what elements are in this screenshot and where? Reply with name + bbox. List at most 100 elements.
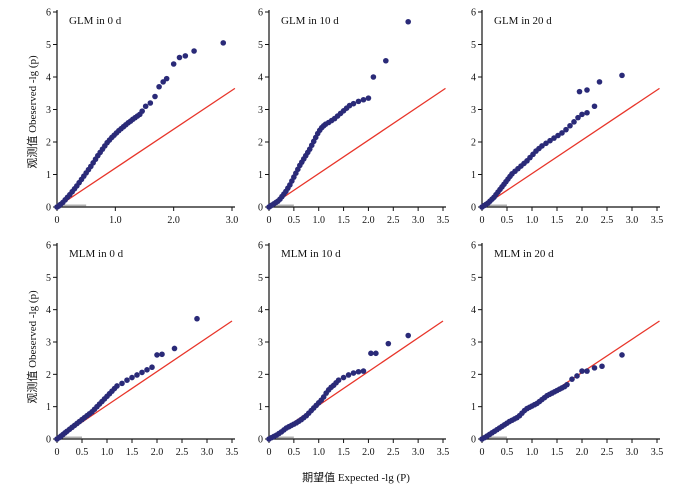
chart-panel-1: 0 1 2 3 4 5 6 0 1.0 2.0 3.0 GLM in 0 d (46, 8, 238, 227)
data-point (191, 48, 197, 54)
data-point (563, 126, 569, 133)
data-point (355, 368, 362, 375)
x-tick-label: 2.0 (576, 447, 589, 458)
data-point (350, 370, 357, 376)
data-point (599, 363, 605, 370)
data-point (370, 74, 377, 80)
chart-panel-3: 0 1 2 3 4 5 6 0 0.5 1.0 1.5 2.0 2.5 3.0 3.5 GLM in 20 d (471, 8, 663, 227)
y-tick-label: 2 (46, 138, 51, 149)
data-point (405, 332, 412, 339)
x-tick-label: 0.5 (288, 215, 301, 226)
data-point (569, 376, 575, 382)
data-point (345, 372, 352, 378)
y-axis-title-top: 观测值 Obeserved -lg (p) (26, 55, 39, 169)
y-tick-label: 0 (258, 435, 263, 446)
x-tick-label: 1.5 (551, 447, 564, 458)
data-point (543, 140, 549, 147)
chart-panel-4: 0 1 2 3 4 5 6 0 0.5 1.0 1.5 2.0 2.5 3.0 3.5 MLM in 0 d (46, 241, 238, 459)
panel-title: MLM in 0 d (69, 248, 124, 260)
x-tick-label: 2.0 (362, 215, 375, 226)
data-point (579, 111, 585, 118)
x-tick-label: 3.5 (437, 215, 450, 226)
y-tick-label: 2 (471, 138, 476, 149)
chart-panel-2: 0 1 2 3 4 5 6 0 0.5 1.0 1.5 2.0 2.5 3.0 3.5 GLM in 10 d (258, 8, 449, 227)
data-point (139, 369, 145, 376)
panel-title: MLM in 20 d (494, 248, 554, 260)
y-tick-label: 2 (258, 370, 263, 381)
data-point (579, 368, 585, 374)
y-tick-label: 1 (471, 402, 476, 413)
data-point (574, 373, 580, 379)
y-tick-label: 4 (471, 305, 476, 316)
data-point (350, 100, 357, 107)
panel-title: GLM in 20 d (494, 15, 552, 27)
data-point (576, 88, 583, 95)
data-point (176, 54, 183, 61)
data-point (365, 95, 372, 101)
panel-title: GLM in 0 d (69, 15, 122, 27)
x-tick-label: 1.0 (109, 215, 122, 226)
y-tick-label: 4 (258, 73, 263, 84)
data-point (360, 96, 367, 103)
data-point (551, 135, 557, 141)
panel-title: MLM in 10 d (281, 248, 341, 260)
x-tick-label: 3.0 (226, 215, 239, 226)
panel-title: GLM in 10 d (281, 15, 339, 27)
data-point (619, 72, 625, 79)
data-point (385, 340, 392, 347)
data-point (539, 143, 545, 149)
x-tick-label: 1.0 (312, 447, 325, 458)
y-tick-label: 3 (46, 338, 51, 349)
data-point (124, 377, 130, 383)
y-tick-label: 0 (258, 203, 263, 214)
x-tick-label: 2.5 (387, 215, 400, 226)
y-tick-label: 0 (471, 203, 476, 214)
expected-line (268, 87, 446, 208)
x-tick-label: 2.0 (362, 447, 375, 458)
y-axis-title-bottom: 观测值 Obeserved -lg (p) (26, 290, 39, 404)
data-point (134, 372, 140, 378)
data-point (373, 350, 379, 357)
y-tick-label: 5 (471, 273, 476, 284)
chart-panel-6: 0 1 2 3 4 5 6 0 0.5 1.0 1.5 2.0 2.5 3.0 3.5 MLM in 20 d (471, 241, 663, 459)
x-tick-label: 3.5 (226, 447, 239, 458)
y-tick-label: 5 (46, 40, 51, 51)
x-tick-label: 0 (55, 215, 60, 226)
y-tick-label: 0 (471, 435, 476, 446)
y-tick-label: 0 (46, 203, 51, 214)
data-point (567, 122, 573, 129)
x-tick-label: 0.5 (501, 447, 514, 458)
data-point (559, 130, 565, 136)
y-tick-label: 0 (46, 435, 51, 446)
x-tick-label: 1.0 (526, 215, 539, 226)
data-point (152, 93, 158, 100)
data-point (119, 380, 125, 387)
data-point (591, 365, 598, 371)
y-tick-label: 4 (46, 305, 51, 316)
y-tick-label: 2 (258, 138, 263, 149)
x-tick-label: 2.5 (176, 447, 189, 458)
x-tick-label: 0 (480, 447, 485, 458)
x-tick-label: 1.5 (126, 447, 139, 458)
y-tick-label: 6 (471, 8, 476, 19)
data-point (194, 315, 200, 322)
data-point (355, 98, 362, 105)
data-point (383, 57, 389, 64)
y-tick-label: 3 (258, 105, 263, 116)
data-point (142, 103, 149, 110)
expected-line (56, 87, 236, 208)
data-point (571, 119, 577, 125)
y-tick-label: 5 (46, 273, 51, 284)
x-tick-label: 2.0 (576, 215, 589, 226)
x-tick-label: 0.5 (76, 447, 89, 458)
y-tick-label: 1 (258, 170, 263, 181)
y-tick-label: 1 (46, 402, 51, 413)
y-tick-label: 5 (258, 273, 263, 284)
data-point (547, 137, 553, 144)
x-tick-label: 3.5 (651, 215, 664, 226)
data-point (360, 368, 367, 374)
x-tick-label: 3.0 (412, 215, 425, 226)
x-tick-label: 0 (267, 215, 272, 226)
y-tick-label: 4 (471, 73, 476, 84)
data-point (368, 350, 374, 357)
